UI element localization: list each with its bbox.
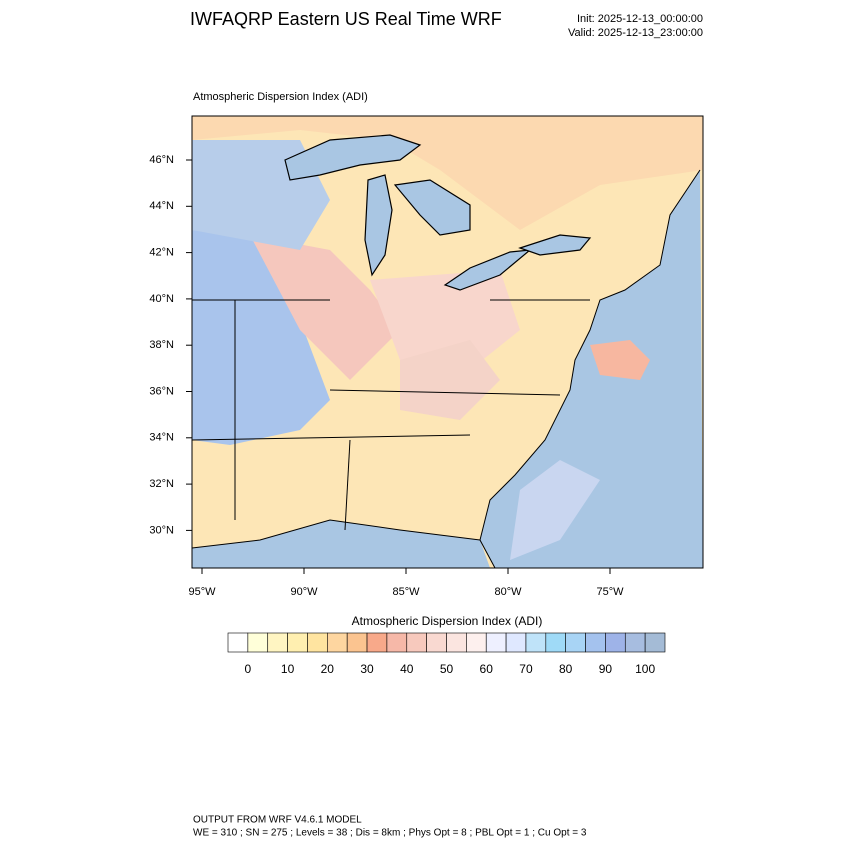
lon-labels: 95°W 90°W 85°W 80°W 75°W [188,568,624,598]
colorbar-label: 20 [321,662,335,676]
colorbar-title: Atmospheric Dispersion Index (ADI) [352,614,543,628]
colorbar-label: 90 [599,662,613,676]
colorbar-box [307,632,328,653]
lat-label: 46°N [149,154,174,166]
colorbar-label: 70 [519,662,533,676]
colorbar-box [565,632,586,653]
lat-label: 34°N [149,432,174,444]
init-time: Init: 2025-12-13_00:00:00 [577,13,703,25]
colorbar-box [525,632,547,653]
colorbar-box [466,632,487,653]
lat-label: 44°N [149,200,174,212]
colorbar-label: 50 [440,662,454,676]
colorbar-box [585,632,606,653]
colorbar-box [545,632,566,653]
colorbar-box [446,632,467,653]
colorbar-box [267,632,288,653]
footer-line: WE = 310 ; SN = 275 ; Levels = 38 ; Dis … [193,828,587,839]
colorbar-box [406,632,427,653]
lat-labels: 46°N 44°N 42°N 40°N 38°N 36°N 34°N 32°N 30°N [149,154,192,536]
colorbar-label: 10 [281,662,295,676]
title: IWFAQRP Eastern US Real Time WRF [190,9,502,29]
colorbar-label: 80 [559,662,573,676]
colorbar-box [227,632,249,653]
colorbar-box [426,632,447,653]
colorbar-box [366,632,388,653]
colorbar-label: 60 [480,662,494,676]
lon-label: 80°W [494,586,522,598]
lat-label: 30°N [149,524,174,536]
colorbar-box [247,632,269,653]
colorbar-label: 30 [360,662,374,676]
colorbar-box [644,632,666,653]
colorbar-box [605,632,626,653]
colorbar-label: 40 [400,662,414,676]
footer-line: OUTPUT FROM WRF V4.6.1 MODEL [193,815,362,826]
lon-label: 75°W [596,586,624,598]
lon-label: 85°W [392,586,420,598]
lat-label: 40°N [149,293,174,305]
colorbar: 0 10 20 30 40 50 60 70 80 90 100 [227,632,666,676]
map-label: Atmospheric Dispersion Index (ADI) [193,91,368,103]
colorbar-box [386,632,408,653]
colorbar-box [346,632,368,653]
lat-label: 38°N [149,339,174,351]
colorbar-box [327,632,348,653]
colorbar-label: 100 [635,662,655,676]
lon-label: 90°W [290,586,318,598]
valid-time: Valid: 2025-12-13_23:00:00 [568,27,703,39]
lon-label: 95°W [188,586,216,598]
map [191,115,704,569]
colorbar-box [287,632,308,653]
colorbar-box [485,632,507,653]
lat-label: 42°N [149,247,174,259]
colorbar-label: 0 [245,662,252,676]
lat-label: 36°N [149,385,174,397]
colorbar-box [624,632,646,653]
lat-label: 32°N [149,478,174,490]
colorbar-box [505,632,527,653]
